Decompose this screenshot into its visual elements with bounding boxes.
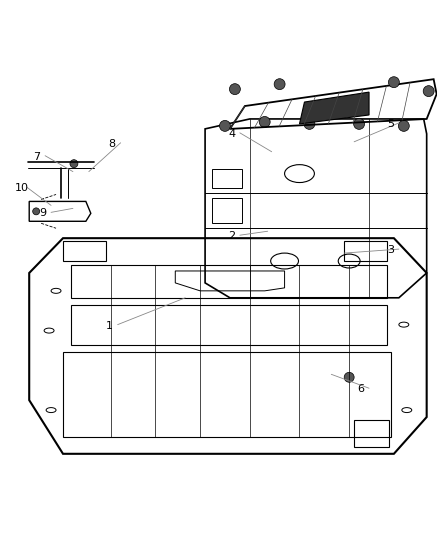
Text: 1: 1 <box>106 320 113 330</box>
Circle shape <box>70 160 78 168</box>
Circle shape <box>398 120 409 131</box>
Text: 9: 9 <box>39 208 46 219</box>
Text: 3: 3 <box>387 245 394 255</box>
Text: 2: 2 <box>228 231 235 241</box>
Circle shape <box>33 208 40 215</box>
Circle shape <box>353 118 364 130</box>
Polygon shape <box>300 92 369 124</box>
Circle shape <box>389 77 399 87</box>
Text: 6: 6 <box>357 384 364 394</box>
Bar <box>212 198 242 223</box>
Bar <box>212 168 242 189</box>
Text: 8: 8 <box>109 139 116 149</box>
Circle shape <box>304 118 315 130</box>
Circle shape <box>274 79 285 90</box>
Text: 10: 10 <box>15 183 29 193</box>
Text: 4: 4 <box>228 129 235 139</box>
Circle shape <box>219 120 230 131</box>
Circle shape <box>423 86 434 96</box>
Circle shape <box>344 373 354 382</box>
Circle shape <box>230 84 240 94</box>
Text: 5: 5 <box>387 119 394 129</box>
Circle shape <box>259 116 270 127</box>
Text: 7: 7 <box>33 152 40 161</box>
